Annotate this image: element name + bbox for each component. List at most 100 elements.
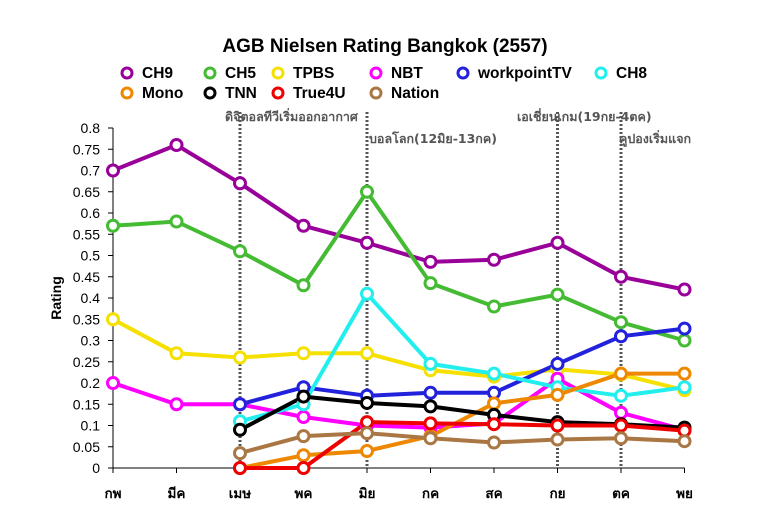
data-point-Mono	[487, 396, 501, 411]
data-point-Mono	[614, 366, 628, 381]
legend-label-CH8: CH8	[616, 65, 647, 82]
data-point-True4U	[423, 416, 438, 431]
annotation-label-3: คูปองเริ่มแจก	[619, 130, 691, 147]
y-tick-label: 0.65	[73, 184, 100, 200]
y-tick-label: 0.4	[81, 290, 101, 306]
data-point-True4U	[296, 461, 311, 475]
data-point-CH9	[614, 269, 628, 284]
data-point-Nation	[360, 426, 374, 441]
data-point-TNN	[296, 389, 311, 404]
series-line-CH9	[112, 143, 685, 292]
legend-marker-NBT	[369, 66, 383, 80]
data-point-NBT	[614, 405, 628, 420]
legend-label-TPBS: TPBS	[293, 65, 334, 82]
data-point-Mono	[360, 444, 374, 458]
x-tick-label: มีค	[168, 486, 186, 502]
annotation-label-1: บอลโลก(12มิย-13กค)	[369, 131, 497, 146]
data-point-CH9	[677, 282, 692, 297]
data-point-CH5	[487, 299, 501, 314]
y-tick-label: 0.1	[81, 418, 101, 434]
data-point-CH9	[550, 235, 565, 250]
series-line-TPBS	[112, 317, 685, 393]
x-tick-label: เมษ	[229, 486, 252, 502]
data-point-Nation	[296, 429, 311, 444]
y-tick-label: 0.75	[73, 141, 100, 157]
data-point-workpointTV	[614, 329, 628, 344]
data-point-TPBS	[296, 346, 311, 361]
data-point-Mono	[296, 448, 311, 463]
x-tick-label: กพ	[104, 486, 121, 502]
data-point-CH5	[614, 315, 628, 330]
data-point-Nation	[550, 432, 565, 447]
data-point-TPBS	[106, 312, 120, 327]
data-point-CH9	[360, 235, 374, 250]
data-point-CH9	[233, 176, 247, 191]
x-tick-label: กย	[549, 486, 565, 502]
tick-labels: 0 0.05 0.1 0.15 0.2 0.25 0.3 0.35 0.4 0.45 0.5 0.55…	[73, 120, 693, 502]
legend-marker-CH9	[120, 66, 134, 80]
legend-marker-TNN	[203, 86, 217, 100]
legend-marker-CH5	[203, 66, 217, 80]
data-point-workpointTV	[550, 356, 565, 371]
data-point-workpointTV	[423, 385, 438, 400]
legend-label-TNN: TNN	[225, 85, 257, 102]
y-tick-label: 0.15	[73, 396, 100, 412]
data-point-True4U	[233, 461, 247, 475]
legend-label-Mono: Mono	[142, 85, 183, 102]
data-point-CH5	[423, 276, 438, 291]
annotation-label-2: เอเชี่ยนเกม(19กย-4ตค)	[517, 108, 652, 124]
legend-marker-workpointTV	[456, 66, 470, 80]
x-tick-label: พย	[676, 486, 693, 502]
data-point-CH8	[423, 356, 438, 371]
legend-label-True4U: True4U	[293, 85, 346, 102]
annotation-labels: ดิจิตอลทีวีเริ่มออกอากาศบอลโลก(12มิย-13ก…	[225, 108, 691, 147]
annotation-label-0: ดิจิตอลทีวีเริ่มออกอากาศ	[225, 108, 359, 124]
legend-marker-Nation	[369, 86, 383, 100]
y-tick-label: 0.3	[81, 333, 101, 349]
legend-marker-True4U	[271, 86, 285, 100]
chart-title: AGB Nielsen Rating Bangkok (2557)	[222, 36, 547, 57]
y-tick-label: 0	[92, 460, 100, 476]
data-point-workpointTV	[233, 397, 247, 412]
data-point-Mono	[550, 387, 565, 402]
x-tick-label: มิย	[359, 486, 376, 502]
data-point-CH8	[677, 380, 692, 395]
data-point-True4U	[614, 418, 628, 433]
data-point-CH8	[487, 366, 501, 381]
data-point-CH8	[360, 286, 374, 301]
y-tick-label: 0.7	[81, 163, 101, 179]
series-group	[106, 138, 692, 475]
series-line-NBT	[112, 376, 686, 432]
data-point-CH9	[423, 254, 438, 269]
data-point-NBT	[169, 397, 184, 412]
y-tick-label: 0.45	[73, 269, 100, 285]
data-point-TPBS	[169, 346, 184, 361]
data-point-Nation	[233, 446, 247, 461]
x-tick-label: กค	[422, 486, 439, 502]
data-point-Nation	[423, 431, 438, 446]
data-point-NBT	[106, 376, 120, 390]
y-axis-label: Rating	[48, 276, 64, 320]
series-line-Nation	[239, 431, 685, 456]
data-point-CH5	[169, 214, 184, 229]
data-point-CH9	[106, 163, 120, 178]
chart-legend: CH9 CH5 TPBS NBT workpointTV CH8 Mono TNN True4U…	[120, 65, 647, 102]
x-tick-label: พค	[295, 486, 313, 502]
y-tick-label: 0.6	[81, 205, 101, 221]
data-point-NBT	[296, 410, 311, 424]
legend-label-workpointTV: workpointTV	[477, 65, 573, 82]
legend-marker-Mono	[120, 86, 134, 100]
data-point-CH9	[169, 138, 184, 152]
series-line-True4U	[240, 420, 685, 470]
data-point-Nation	[677, 434, 692, 449]
y-tick-label: 0.8	[81, 120, 101, 136]
legend-marker-TPBS	[271, 66, 285, 80]
y-tick-label: 0.25	[73, 354, 100, 370]
series-line-Mono	[239, 371, 685, 470]
x-tick-label: สค	[485, 486, 502, 502]
y-tick-label: 0.05	[73, 439, 100, 455]
data-point-TPBS	[233, 350, 247, 365]
y-tick-label: 0.35	[73, 311, 100, 327]
data-point-TPBS	[360, 346, 374, 361]
